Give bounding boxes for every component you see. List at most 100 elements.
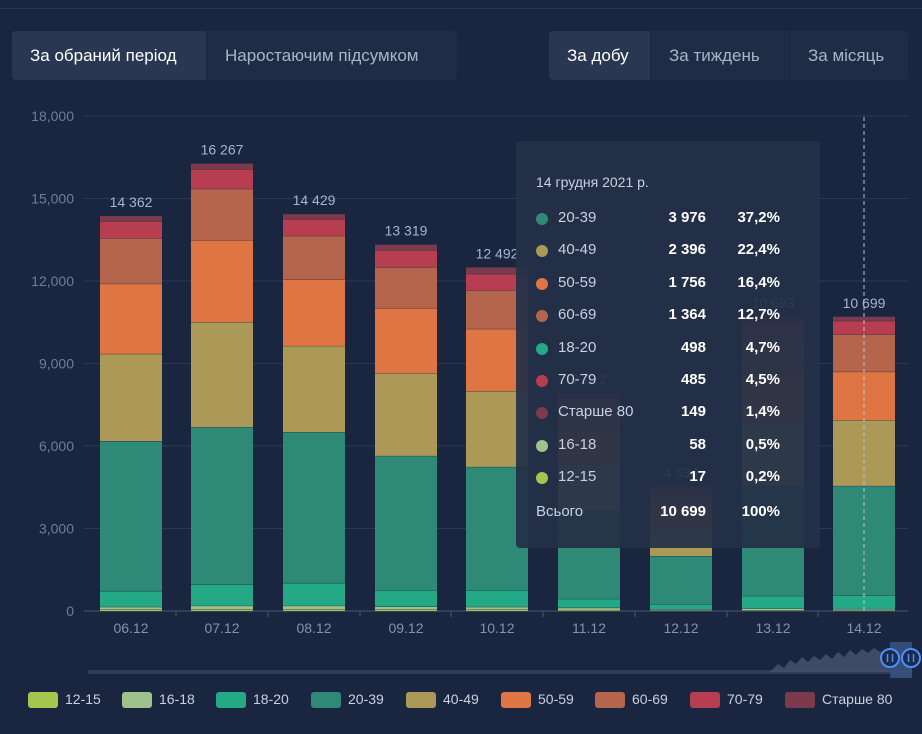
bar-segment[interactable] — [100, 221, 162, 239]
tooltip-row: 16-18 58 0,5% — [516, 436, 820, 456]
tooltip-row-label: 16-18 — [558, 435, 597, 453]
bar-segment[interactable] — [558, 609, 620, 611]
tab-monthly[interactable]: За місяць — [790, 31, 908, 80]
bar-segment[interactable] — [100, 609, 162, 611]
bar-segment[interactable] — [283, 214, 345, 220]
bar-segment[interactable] — [375, 266, 437, 308]
bar-segment[interactable] — [283, 582, 345, 606]
tooltip-total-label: Всього — [536, 503, 584, 520]
bar-segment[interactable] — [191, 163, 253, 170]
tooltip-total-value: 10 699 — [660, 503, 706, 520]
tooltip-row-value: 1 756 — [668, 273, 706, 291]
top-divider — [0, 8, 922, 9]
bar-segment[interactable] — [375, 307, 437, 374]
x-tick-label: 10.12 — [479, 620, 514, 636]
bar-segment[interactable] — [283, 605, 345, 610]
tooltip-row-pct: 37,2% — [737, 209, 780, 226]
tooltip-row-label: 70-79 — [558, 371, 597, 388]
bar-segment[interactable] — [742, 608, 804, 611]
legend-label: 40-49 — [443, 691, 479, 707]
bar-segment[interactable] — [833, 316, 895, 321]
tooltip-row-value: 17 — [689, 468, 706, 486]
bar-segment[interactable] — [283, 279, 345, 346]
tooltip-row-value: 3 976 — [668, 209, 706, 226]
bar-segment[interactable] — [191, 240, 253, 322]
tab-selected-period[interactable]: За обраний період — [12, 31, 206, 80]
bar-segment[interactable] — [283, 345, 345, 432]
bar-segment[interactable] — [375, 609, 437, 611]
bar-segment[interactable] — [191, 605, 253, 610]
bar-segment[interactable] — [100, 590, 162, 607]
bar-segment[interactable] — [100, 216, 162, 222]
tooltip-row: 60-69 1 364 12,7% — [516, 306, 820, 326]
tooltip-row-label: 50-59 — [558, 273, 597, 291]
bar-segment[interactable] — [650, 604, 712, 610]
bar-segment[interactable] — [191, 427, 253, 585]
bar-segment[interactable] — [742, 595, 804, 609]
bar-segment[interactable] — [466, 273, 528, 291]
legend-label: 16-18 — [159, 691, 195, 707]
granularity-toggle: За добу За тиждень За місяць — [549, 31, 908, 80]
legend-swatch-icon — [785, 692, 815, 708]
navigator-handle-left[interactable] — [880, 648, 900, 668]
bar-segment[interactable] — [375, 249, 437, 267]
bar-segment[interactable] — [650, 556, 712, 605]
bar-segment[interactable] — [191, 188, 253, 241]
tooltip-row-label: 18-20 — [558, 338, 597, 356]
bar-segment[interactable] — [100, 238, 162, 284]
range-navigator[interactable] — [88, 642, 921, 678]
bar-segment[interactable] — [100, 606, 162, 610]
y-tick-label: 18,000 — [31, 108, 74, 124]
bar-segment[interactable] — [742, 610, 804, 611]
bar-segment[interactable] — [191, 169, 253, 189]
bar-segment[interactable] — [191, 609, 253, 611]
legend-swatch-icon — [28, 692, 58, 708]
legend-swatch-icon — [216, 692, 246, 708]
tooltip-row-pct: 0,2% — [745, 468, 780, 486]
navigator-handle-right[interactable] — [901, 648, 921, 668]
bar-segment[interactable] — [466, 609, 528, 611]
legend-label: 20-39 — [348, 691, 384, 707]
bar-segment[interactable] — [466, 267, 528, 274]
bar-total-label: 14 429 — [293, 192, 336, 208]
bar-segment[interactable] — [375, 244, 437, 250]
tab-daily[interactable]: За добу — [549, 31, 650, 80]
bar-segment[interactable] — [191, 584, 253, 606]
tooltip-row-pct: 12,7% — [737, 306, 780, 324]
tooltip-row-label: 20-39 — [558, 209, 597, 226]
bar-segment[interactable] — [375, 606, 437, 610]
bar-segment[interactable] — [375, 590, 437, 607]
bar-segment[interactable] — [375, 455, 437, 591]
bar-segment[interactable] — [191, 321, 253, 428]
bar-segment[interactable] — [375, 373, 437, 456]
series-dot-icon — [536, 375, 548, 387]
legend-label: 18-20 — [253, 691, 289, 707]
bar-segment[interactable] — [833, 334, 895, 372]
tooltip-title: 14 грудня 2021 р. — [536, 174, 649, 190]
period-mode-toggle: За обраний період Наростаючим підсумком — [12, 31, 457, 80]
bar-segment[interactable] — [558, 598, 620, 608]
bar-segment[interactable] — [283, 609, 345, 611]
series-dot-icon — [536, 310, 548, 323]
series-dot-icon — [536, 439, 548, 452]
bar-segment[interactable] — [283, 219, 345, 236]
tab-cumulative[interactable]: Наростаючим підсумком — [207, 31, 457, 80]
bar-segment[interactable] — [100, 441, 162, 591]
tab-weekly[interactable]: За тиждень — [651, 31, 789, 80]
tooltip-row-label: 60-69 — [558, 306, 597, 324]
bar-segment[interactable] — [100, 283, 162, 354]
chart-tooltip: 14 грудня 2021 р. 20-39 3 976 37,2% 40-49 2 … — [516, 141, 820, 548]
tooltip-row-label: 40-49 — [558, 241, 597, 259]
tooltip-row-pct: 1,4% — [745, 403, 780, 421]
tooltip-row-value: 149 — [680, 403, 706, 421]
series-dot-icon — [536, 245, 548, 258]
bar-segment[interactable] — [466, 606, 528, 610]
y-tick-label: 0 — [66, 603, 74, 619]
bar-segment[interactable] — [100, 353, 162, 442]
bar-segment[interactable] — [466, 590, 528, 607]
bar-segment[interactable] — [283, 431, 345, 583]
bar-segment[interactable] — [558, 607, 620, 610]
bar-segment[interactable] — [650, 609, 712, 611]
x-axis: 06.12 07.12 08.12 09.12 10.12 11.12 12.12 13.12… — [113, 611, 882, 636]
bar-segment[interactable] — [283, 235, 345, 280]
